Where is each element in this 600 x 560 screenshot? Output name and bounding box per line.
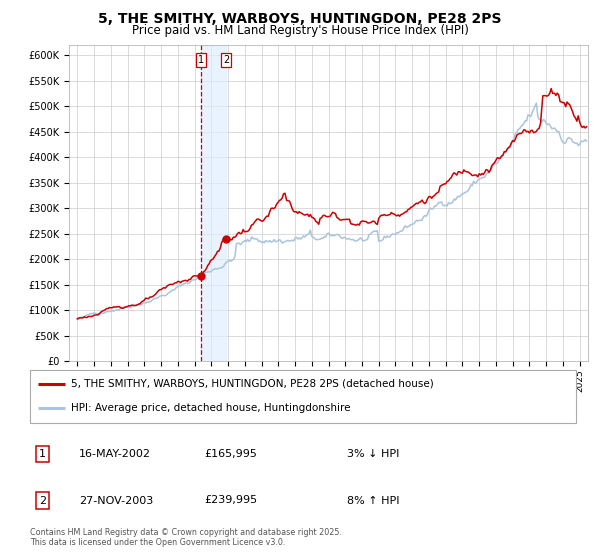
- Text: 2: 2: [39, 496, 46, 506]
- Text: 5, THE SMITHY, WARBOYS, HUNTINGDON, PE28 2PS (detached house): 5, THE SMITHY, WARBOYS, HUNTINGDON, PE28…: [71, 379, 434, 389]
- Text: Contains HM Land Registry data © Crown copyright and database right 2025.
This d: Contains HM Land Registry data © Crown c…: [30, 528, 342, 547]
- Text: 8% ↑ HPI: 8% ↑ HPI: [347, 496, 399, 506]
- Text: Price paid vs. HM Land Registry's House Price Index (HPI): Price paid vs. HM Land Registry's House …: [131, 24, 469, 37]
- Text: 1: 1: [39, 449, 46, 459]
- Text: 27-NOV-2003: 27-NOV-2003: [79, 496, 154, 506]
- Text: 5, THE SMITHY, WARBOYS, HUNTINGDON, PE28 2PS: 5, THE SMITHY, WARBOYS, HUNTINGDON, PE28…: [98, 12, 502, 26]
- FancyBboxPatch shape: [30, 370, 576, 423]
- Text: 16-MAY-2002: 16-MAY-2002: [79, 449, 151, 459]
- Text: 2: 2: [223, 55, 229, 65]
- Text: 3% ↓ HPI: 3% ↓ HPI: [347, 449, 399, 459]
- Text: £239,995: £239,995: [205, 496, 258, 506]
- Text: HPI: Average price, detached house, Huntingdonshire: HPI: Average price, detached house, Hunt…: [71, 403, 350, 413]
- Text: £165,995: £165,995: [205, 449, 257, 459]
- Bar: [201, 45, 226, 361]
- Text: 1: 1: [197, 55, 204, 65]
